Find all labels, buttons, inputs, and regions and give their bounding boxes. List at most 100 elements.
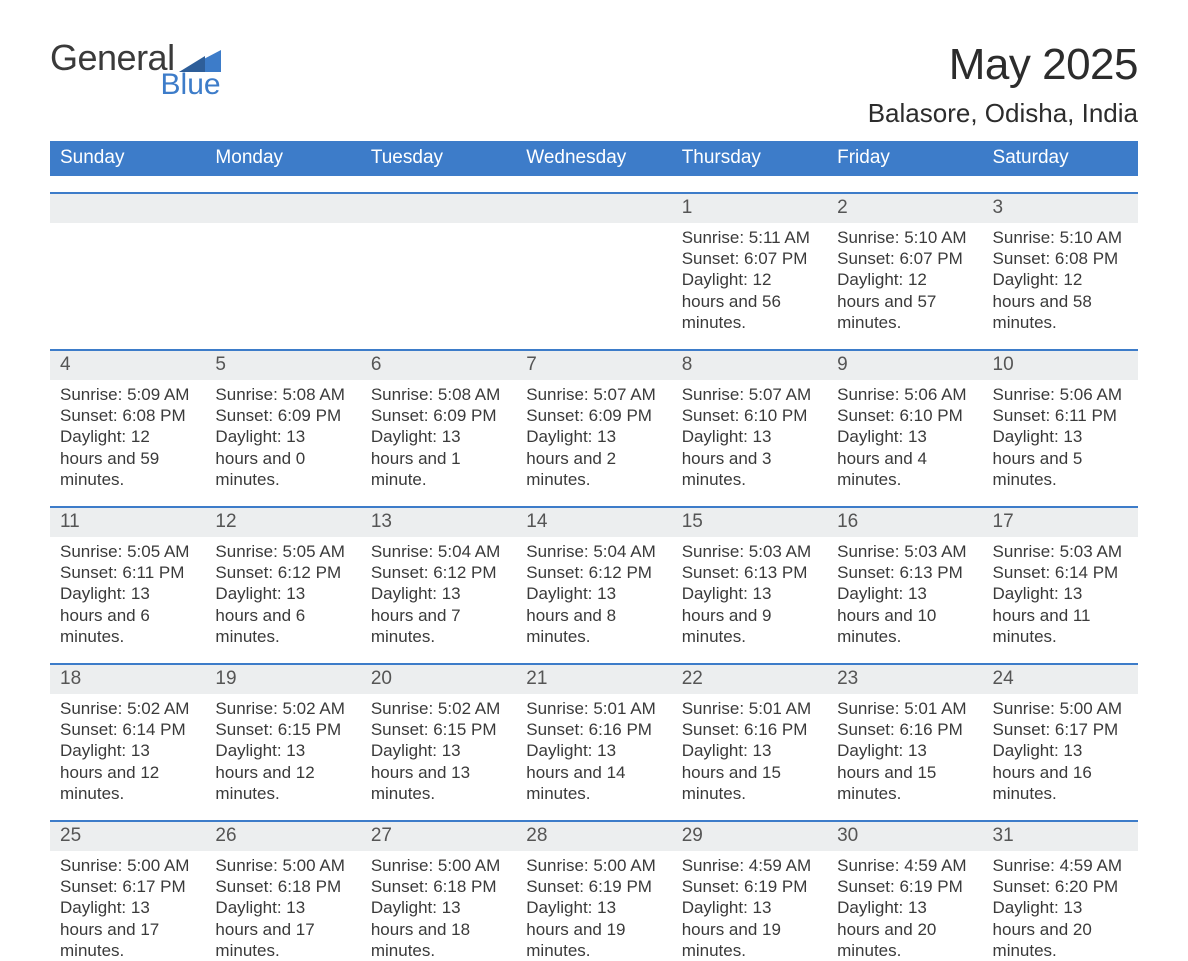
day-number-strip: 4	[50, 349, 205, 380]
day-number-strip: 27	[361, 820, 516, 851]
day-number-strip: 21	[516, 663, 671, 694]
day-cell: 19Sunrise: 5:02 AMSunset: 6:15 PMDayligh…	[205, 663, 360, 804]
sunset-text: Sunset: 6:17 PM	[993, 719, 1128, 740]
day-number: 28	[516, 825, 547, 846]
daylight-text: Daylight: 13 hours and 15 minutes.	[682, 740, 817, 804]
dow-sunday: Sunday	[50, 141, 205, 176]
sunset-text: Sunset: 6:14 PM	[993, 562, 1128, 583]
day-number-strip: 17	[983, 506, 1138, 537]
day-number-strip: 31	[983, 820, 1138, 851]
sunrise-text: Sunrise: 5:00 AM	[60, 855, 195, 876]
daylight-text: Daylight: 13 hours and 14 minutes.	[526, 740, 661, 804]
daylight-text: Daylight: 13 hours and 4 minutes.	[837, 426, 972, 490]
day-number-strip: 7	[516, 349, 671, 380]
day-number-strip: 8	[672, 349, 827, 380]
day-number: 23	[827, 668, 858, 689]
daylight-text: Daylight: 13 hours and 2 minutes.	[526, 426, 661, 490]
daylight-text: Daylight: 13 hours and 3 minutes.	[682, 426, 817, 490]
day-cell: 3Sunrise: 5:10 AMSunset: 6:08 PMDaylight…	[983, 192, 1138, 333]
week-row: 18Sunrise: 5:02 AMSunset: 6:14 PMDayligh…	[50, 663, 1138, 804]
sunrise-text: Sunrise: 5:00 AM	[526, 855, 661, 876]
day-cell: 13Sunrise: 5:04 AMSunset: 6:12 PMDayligh…	[361, 506, 516, 647]
day-number: 9	[827, 354, 848, 375]
day-number-strip: 20	[361, 663, 516, 694]
daylight-text: Daylight: 13 hours and 16 minutes.	[993, 740, 1128, 804]
day-cell: 15Sunrise: 5:03 AMSunset: 6:13 PMDayligh…	[672, 506, 827, 647]
sunrise-text: Sunrise: 5:01 AM	[837, 698, 972, 719]
sunrise-text: Sunrise: 5:05 AM	[215, 541, 350, 562]
day-cell: 14Sunrise: 5:04 AMSunset: 6:12 PMDayligh…	[516, 506, 671, 647]
day-number: 25	[50, 825, 81, 846]
day-number-strip: 5	[205, 349, 360, 380]
day-number: 26	[205, 825, 236, 846]
brand-logo: General Blue	[50, 40, 221, 100]
sunrise-text: Sunrise: 5:08 AM	[371, 384, 506, 405]
dow-thursday: Thursday	[672, 141, 827, 176]
sunrise-text: Sunrise: 5:09 AM	[60, 384, 195, 405]
sunrise-text: Sunrise: 4:59 AM	[682, 855, 817, 876]
dow-saturday: Saturday	[983, 141, 1138, 176]
sunrise-text: Sunrise: 5:03 AM	[682, 541, 817, 562]
sunset-text: Sunset: 6:19 PM	[526, 876, 661, 897]
day-number: 10	[983, 354, 1014, 375]
day-number-strip: 6	[361, 349, 516, 380]
day-cell: Sunrise: Sunset: Daylight:	[361, 192, 516, 333]
sunset-text: Sunset: 6:12 PM	[371, 562, 506, 583]
daylight-text: Daylight: 13 hours and 10 minutes.	[837, 583, 972, 647]
sunrise-text: Sunrise: 5:02 AM	[215, 698, 350, 719]
day-number: 11	[50, 511, 80, 532]
sunrise-text: Sunrise: 4:59 AM	[993, 855, 1128, 876]
daylight-text: Daylight: 13 hours and 6 minutes.	[215, 583, 350, 647]
daylight-text: Daylight: 13 hours and 1 minute.	[371, 426, 506, 490]
daylight-text: Daylight: 13 hours and 19 minutes.	[682, 897, 817, 961]
week-row: 4Sunrise: 5:09 AMSunset: 6:08 PMDaylight…	[50, 349, 1138, 490]
sunrise-text: Sunrise: 5:08 AM	[215, 384, 350, 405]
day-number-strip: 16	[827, 506, 982, 537]
sunrise-text: Sunrise: 5:00 AM	[215, 855, 350, 876]
day-number-strip: 29	[672, 820, 827, 851]
sunrise-text: Sunrise: 5:05 AM	[60, 541, 195, 562]
daylight-text: Daylight: 12 hours and 58 minutes.	[993, 269, 1128, 333]
daylight-text: Daylight: 13 hours and 9 minutes.	[682, 583, 817, 647]
daylight-text: Daylight: 13 hours and 20 minutes.	[993, 897, 1128, 961]
day-number: 5	[205, 354, 226, 375]
day-cell: 25Sunrise: 5:00 AMSunset: 6:17 PMDayligh…	[50, 820, 205, 961]
day-number-strip: 14	[516, 506, 671, 537]
day-number-strip: 2	[827, 192, 982, 223]
header: General Blue May 2025 Balasore, Odisha, …	[50, 40, 1138, 129]
day-number: 21	[516, 668, 547, 689]
sunset-text: Sunset: 6:07 PM	[837, 248, 972, 269]
sunrise-text: Sunrise: 5:10 AM	[837, 227, 972, 248]
day-cell: 7Sunrise: 5:07 AMSunset: 6:09 PMDaylight…	[516, 349, 671, 490]
sunset-text: Sunset: 6:15 PM	[215, 719, 350, 740]
daylight-text: Daylight: 13 hours and 8 minutes.	[526, 583, 661, 647]
day-number: 31	[983, 825, 1014, 846]
sunset-text: Sunset: 6:11 PM	[60, 562, 195, 583]
sunset-text: Sunset: 6:11 PM	[993, 405, 1128, 426]
sunset-text: Sunset: 6:15 PM	[371, 719, 506, 740]
day-cell: 23Sunrise: 5:01 AMSunset: 6:16 PMDayligh…	[827, 663, 982, 804]
week-row: Sunrise: Sunset: Daylight: Sunrise: Suns…	[50, 192, 1138, 333]
sunrise-text: Sunrise: 5:06 AM	[993, 384, 1128, 405]
day-number-strip	[50, 192, 205, 223]
daylight-text: Daylight: 13 hours and 11 minutes.	[993, 583, 1128, 647]
day-number-strip	[516, 192, 671, 223]
daylight-text: Daylight: 13 hours and 15 minutes.	[837, 740, 972, 804]
sunset-text: Sunset: 6:18 PM	[215, 876, 350, 897]
day-cell: 20Sunrise: 5:02 AMSunset: 6:15 PMDayligh…	[361, 663, 516, 804]
day-cell: 22Sunrise: 5:01 AMSunset: 6:16 PMDayligh…	[672, 663, 827, 804]
daylight-text: Daylight: 12 hours and 59 minutes.	[60, 426, 195, 490]
daylight-text: Daylight: 13 hours and 12 minutes.	[60, 740, 195, 804]
sunrise-text: Sunrise: 5:07 AM	[526, 384, 661, 405]
sunset-text: Sunset: 6:13 PM	[837, 562, 972, 583]
day-cell: 9Sunrise: 5:06 AMSunset: 6:10 PMDaylight…	[827, 349, 982, 490]
sunrise-text: Sunrise: 5:11 AM	[682, 227, 817, 248]
sunset-text: Sunset: 6:07 PM	[682, 248, 817, 269]
sunset-text: Sunset: 6:09 PM	[215, 405, 350, 426]
sunset-text: Sunset: 6:08 PM	[60, 405, 195, 426]
sunrise-text: Sunrise: 5:10 AM	[993, 227, 1128, 248]
day-cell: 11Sunrise: 5:05 AMSunset: 6:11 PMDayligh…	[50, 506, 205, 647]
weeks-container: Sunrise: Sunset: Daylight: Sunrise: Suns…	[50, 192, 1138, 961]
day-cell: 4 Sunrise: 5:09 AMSunset: 6:08 PMDaylight…	[50, 349, 205, 490]
daylight-text: Daylight: 13 hours and 7 minutes.	[371, 583, 506, 647]
